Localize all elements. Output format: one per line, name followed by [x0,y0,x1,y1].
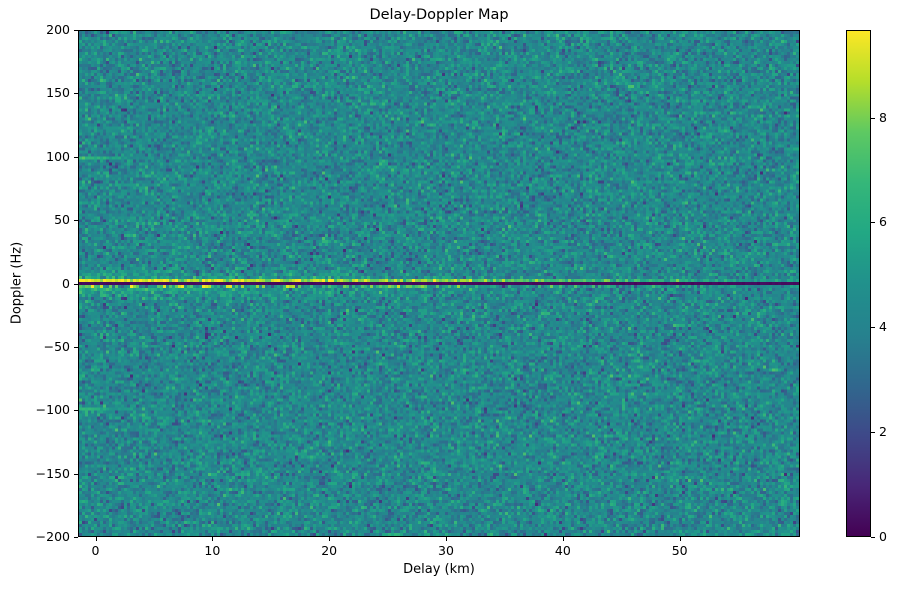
plot-area [78,30,800,537]
y-axis-label: Doppler (Hz) [9,241,25,325]
x-tick [212,537,214,541]
y-tick-label: 0 [62,275,70,291]
x-tick [679,537,681,541]
x-axis-label: Delay (km) [403,562,475,577]
x-tick [446,537,447,541]
x-tick [95,537,97,541]
y-tick [74,93,78,95]
x-tick [329,537,331,541]
colorbar-tick-label: 6 [879,214,887,230]
y-tick [74,410,78,412]
y-tick-label: −200 [35,529,70,544]
x-tick-label: 30 [438,543,454,558]
colorbar-tick [871,537,875,538]
y-tick-label: −150 [35,465,70,481]
y-tick [74,537,78,538]
colorbar-tick-label: 0 [879,529,887,544]
y-tick-label: −100 [35,402,70,418]
x-tick [562,537,564,541]
colorbar-tick-label: 4 [879,319,887,335]
y-tick-label: 50 [54,212,70,228]
colorbar-tick [871,432,875,434]
y-tick [74,156,78,158]
y-tick [74,283,78,285]
colorbar [846,30,871,537]
colorbar-tick [871,222,875,224]
y-tick-label: 200 [46,22,70,37]
x-tick-label: 0 [91,543,100,558]
y-tick [74,30,78,31]
y-tick [74,346,78,348]
y-tick [74,220,78,222]
colorbar-tick-label: 2 [879,424,887,440]
y-tick-label: 100 [46,148,70,164]
heatmap-canvas [79,31,799,536]
colorbar-tick-label: 8 [879,109,887,125]
y-tick [74,473,78,475]
x-tick-label: 40 [554,543,571,558]
x-tick-label: 20 [321,543,338,558]
x-tick-label: 10 [204,543,221,558]
colorbar-tick [871,327,875,329]
chart-title: Delay-Doppler Map [369,7,509,23]
y-tick-label: 150 [46,85,70,101]
y-tick-label: −50 [43,338,70,354]
colorbar-tick [871,117,875,119]
x-tick-label: 50 [671,543,688,558]
